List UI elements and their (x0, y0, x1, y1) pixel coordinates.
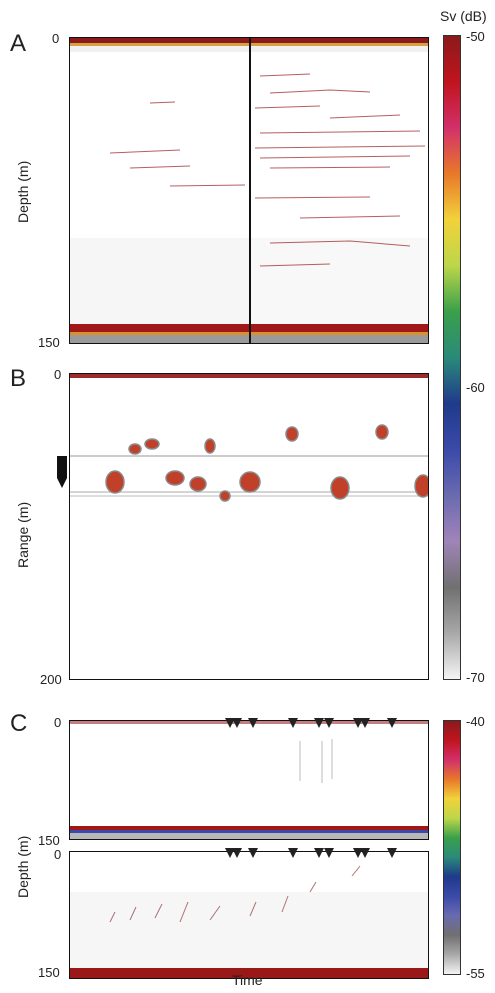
colorbar-c-label-bottom: -55 (466, 966, 485, 981)
colorbar-ab-label-mid: -60 (466, 380, 485, 395)
marker-row-top (69, 718, 429, 730)
panel-a-ylabel: Depth (m) (15, 160, 31, 223)
panel-letter-b: B (10, 365, 27, 392)
down-triangle-icon (288, 718, 298, 728)
down-triangle-icon (353, 848, 363, 858)
panel-c-bottom-tick-0: 0 (54, 847, 62, 862)
transducer-icon (57, 456, 67, 488)
colorbar-c (443, 720, 461, 975)
colorbar-ab-label-bottom: -70 (466, 670, 485, 685)
echogram-c-top-svg (70, 721, 428, 839)
panel-c-top-tick-0: 0 (54, 715, 62, 730)
panel-c-ylabel: Depth (m) (15, 835, 31, 898)
echogram-c-bottom-svg (70, 865, 428, 978)
panel-b-tick-0: 0 (54, 367, 62, 382)
down-triangle-icon (353, 718, 363, 728)
down-triangle-icon (288, 848, 298, 858)
down-triangle-icon (225, 718, 235, 728)
down-triangle-icon (232, 718, 242, 728)
down-triangle-icon (248, 718, 258, 728)
down-triangle-icon (314, 848, 324, 858)
down-triangle-icon (387, 718, 397, 728)
echogram-panel-c-top (69, 720, 429, 840)
panel-a-tick-0: 0 (52, 31, 60, 46)
x-axis-label: Time (232, 972, 263, 988)
down-triangle-icon (360, 718, 370, 728)
down-triangle-icon (232, 848, 242, 858)
echogram-panel-b (69, 373, 429, 680)
panel-b-ylabel: Range (m) (15, 501, 31, 568)
colorbar-ab-label-top: -50 (466, 29, 485, 44)
panel-letter-a: A (10, 30, 27, 57)
down-triangle-icon (248, 848, 258, 858)
down-triangle-icon (387, 848, 397, 858)
echogram-a-svg (70, 38, 428, 343)
down-triangle-icon (314, 718, 324, 728)
echogram-b-svg (70, 374, 428, 502)
panel-c-bottom-tick-150: 150 (38, 965, 60, 980)
echogram-panel-c-bottom (69, 851, 429, 979)
down-triangle-icon (360, 848, 370, 858)
colorbar-c-label-top: -40 (466, 714, 485, 729)
down-triangle-icon (324, 718, 334, 728)
panel-b-tick-200: 200 (40, 672, 62, 687)
down-triangle-icon (225, 848, 235, 858)
marker-row-bottom (69, 848, 429, 860)
panel-a-tick-150: 150 (38, 335, 60, 350)
echogram-panel-a (69, 37, 429, 344)
panel-letter-c: C (10, 710, 28, 737)
colorbar-ab (443, 35, 461, 680)
down-triangle-icon (324, 848, 334, 858)
colorbar-title: Sv (dB) (440, 8, 487, 24)
panel-c-top-tick-150: 150 (38, 833, 60, 848)
